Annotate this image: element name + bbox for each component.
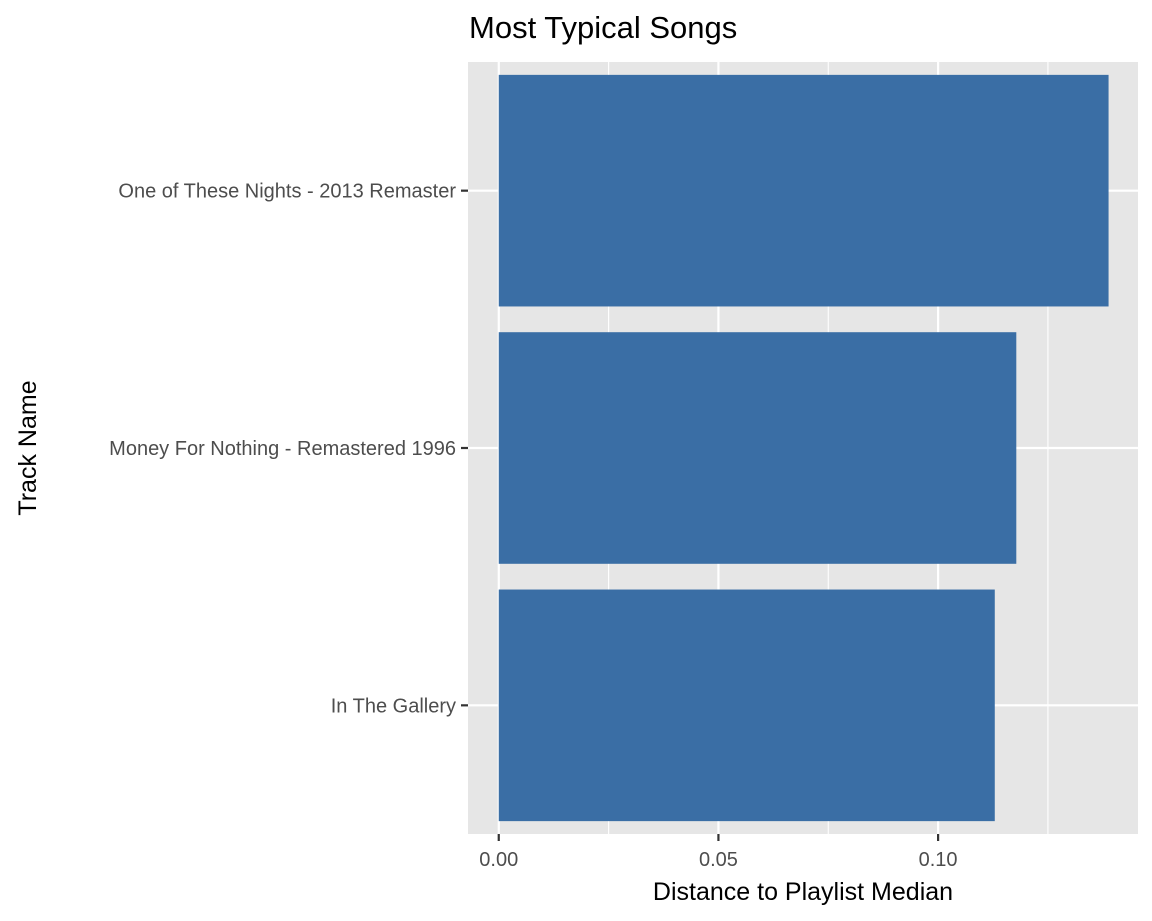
bar bbox=[498, 74, 1109, 307]
chart-title: Most Typical Songs bbox=[469, 10, 737, 45]
x-tick-label: 0.10 bbox=[919, 849, 958, 871]
bars bbox=[498, 74, 1109, 822]
y-tick-label: One of These Nights - 2013 Remaster bbox=[118, 181, 456, 203]
x-axis-title: Distance to Playlist Median bbox=[653, 878, 953, 906]
y-tick-label: In The Gallery bbox=[331, 695, 456, 717]
y-axis-title: Track Name bbox=[14, 380, 42, 515]
axes: 0.00 0.05 0.10 In The Gallery Money For Noth… bbox=[109, 181, 957, 871]
x-tick-label: 0.00 bbox=[479, 849, 518, 871]
y-tick-label: Money For Nothing - Remastered 1996 bbox=[109, 438, 456, 460]
x-tick-label: 0.05 bbox=[699, 849, 738, 871]
bar bbox=[498, 332, 1017, 564]
bar bbox=[498, 589, 995, 822]
